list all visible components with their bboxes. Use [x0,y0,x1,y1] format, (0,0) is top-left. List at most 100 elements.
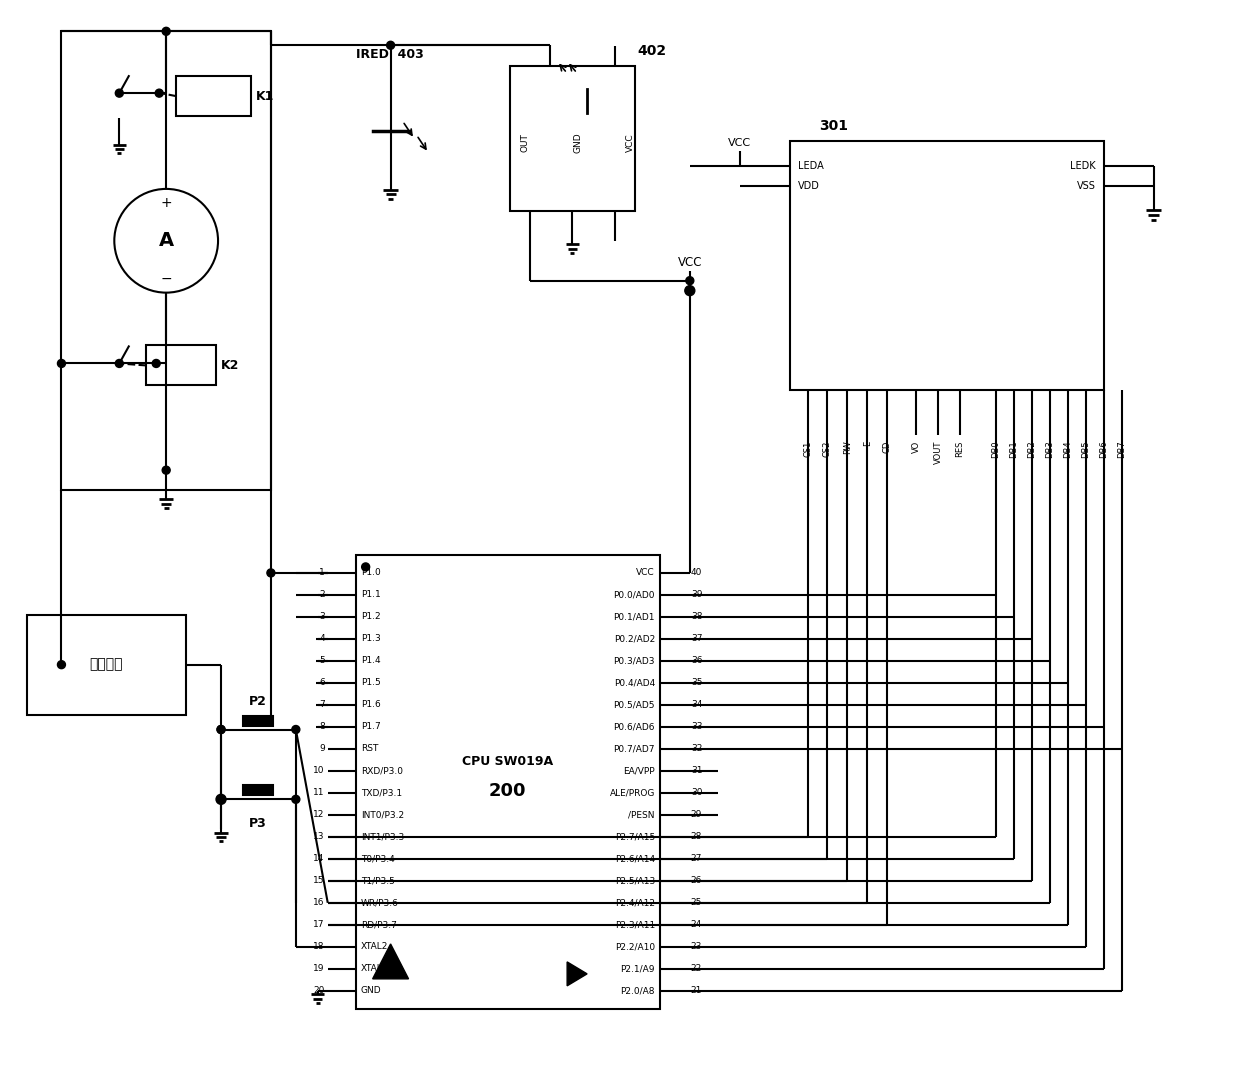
Text: 40: 40 [691,569,702,577]
Text: 23: 23 [691,943,702,951]
Text: 21: 21 [691,987,702,995]
Text: K2: K2 [221,359,239,372]
Text: 14: 14 [314,855,325,863]
Text: 8: 8 [319,722,325,731]
Circle shape [115,89,123,97]
Text: 5: 5 [319,657,325,665]
Circle shape [291,726,300,733]
Text: 27: 27 [691,855,702,863]
Circle shape [217,796,224,803]
Text: VCC: VCC [728,138,751,148]
Text: P2.5/A13: P2.5/A13 [615,876,655,886]
Text: EA/VPP: EA/VPP [624,766,655,775]
Text: 32: 32 [691,744,702,754]
Text: RW: RW [843,441,852,454]
Text: P0.1/AD1: P0.1/AD1 [614,613,655,621]
Text: 3: 3 [319,613,325,621]
Text: CS2: CS2 [823,441,832,457]
Text: P1.2: P1.2 [361,613,381,621]
Text: 34: 34 [691,701,702,710]
Text: 1: 1 [319,569,325,577]
Text: P0.2/AD2: P0.2/AD2 [614,634,655,644]
Text: /PESN: /PESN [629,811,655,819]
Text: 31: 31 [691,766,702,775]
Text: 33: 33 [691,722,702,731]
Circle shape [162,27,170,35]
Text: RES: RES [956,441,965,457]
Bar [62,31,270,490]
Text: A: A [159,231,174,250]
Text: P2.2/A10: P2.2/A10 [615,943,655,951]
Circle shape [153,359,160,368]
Text: +: + [160,196,172,210]
Circle shape [267,569,275,577]
Circle shape [155,89,164,97]
Text: 17: 17 [314,920,325,930]
Bar [511,67,635,211]
Polygon shape [373,944,408,979]
Text: 200: 200 [489,783,526,801]
Circle shape [217,726,224,733]
Text: 10: 10 [314,766,325,775]
Text: CS1: CS1 [804,441,812,457]
Text: 12: 12 [314,811,325,819]
Text: P1.7: P1.7 [361,722,381,731]
Text: WR/P3.6: WR/P3.6 [361,899,398,907]
Text: DB4: DB4 [1064,441,1073,458]
Circle shape [114,189,218,292]
Text: P0.3/AD3: P0.3/AD3 [614,657,655,665]
Text: GND: GND [361,987,381,995]
Bar [146,345,216,386]
Text: 15: 15 [314,876,325,886]
Text: P1.6: P1.6 [361,701,381,710]
Text: P1.1: P1.1 [361,590,381,600]
Text: P0.0/AD0: P0.0/AD0 [614,590,655,600]
Text: P2.6/A14: P2.6/A14 [615,855,655,863]
Text: P1.3: P1.3 [361,634,381,644]
Text: DB0: DB0 [992,441,1001,458]
Text: DB3: DB3 [1045,441,1054,458]
Text: ALE/PROG: ALE/PROG [610,788,655,798]
Circle shape [684,286,694,296]
Text: 20: 20 [314,987,325,995]
Text: 26: 26 [691,876,702,886]
Text: INT1/P3.3: INT1/P3.3 [361,832,404,842]
Text: VO: VO [911,441,921,453]
Text: 36: 36 [691,657,702,665]
Text: DB1: DB1 [1009,441,1018,458]
Polygon shape [567,962,587,986]
Text: T0/P3.4: T0/P3.4 [361,855,394,863]
Circle shape [291,796,300,803]
Text: E: E [863,441,872,445]
Text: 301: 301 [820,119,848,133]
Text: P1.4: P1.4 [361,657,381,665]
Text: P0.5/AD5: P0.5/AD5 [614,701,655,710]
Text: 402: 402 [637,44,666,58]
Bar [243,786,273,795]
Text: DB6: DB6 [1099,441,1109,458]
Text: −: − [160,272,172,286]
Text: 39: 39 [691,590,702,600]
Text: P0.4/AD4: P0.4/AD4 [614,678,655,687]
Bar [790,141,1104,390]
Text: P3: P3 [249,817,267,830]
Text: 37: 37 [691,634,702,644]
Circle shape [686,276,694,285]
Circle shape [387,41,394,49]
Text: VCC: VCC [636,569,655,577]
Text: P2.4/A12: P2.4/A12 [615,899,655,907]
Text: TXD/P3.1: TXD/P3.1 [361,788,402,798]
Text: CPU SW019A: CPU SW019A [461,755,553,768]
Circle shape [115,359,123,368]
Text: 4: 4 [319,634,325,644]
Text: VDD: VDD [797,181,820,191]
Text: P0.6/AD6: P0.6/AD6 [614,722,655,731]
Circle shape [57,661,66,669]
Text: 13: 13 [314,832,325,842]
Text: OUT: OUT [521,133,529,153]
Text: P2.1/A9: P2.1/A9 [620,964,655,973]
Text: K1: K1 [255,89,274,102]
Text: VCC: VCC [677,256,702,269]
Text: VSS: VSS [1076,181,1096,191]
Bar [26,615,186,715]
